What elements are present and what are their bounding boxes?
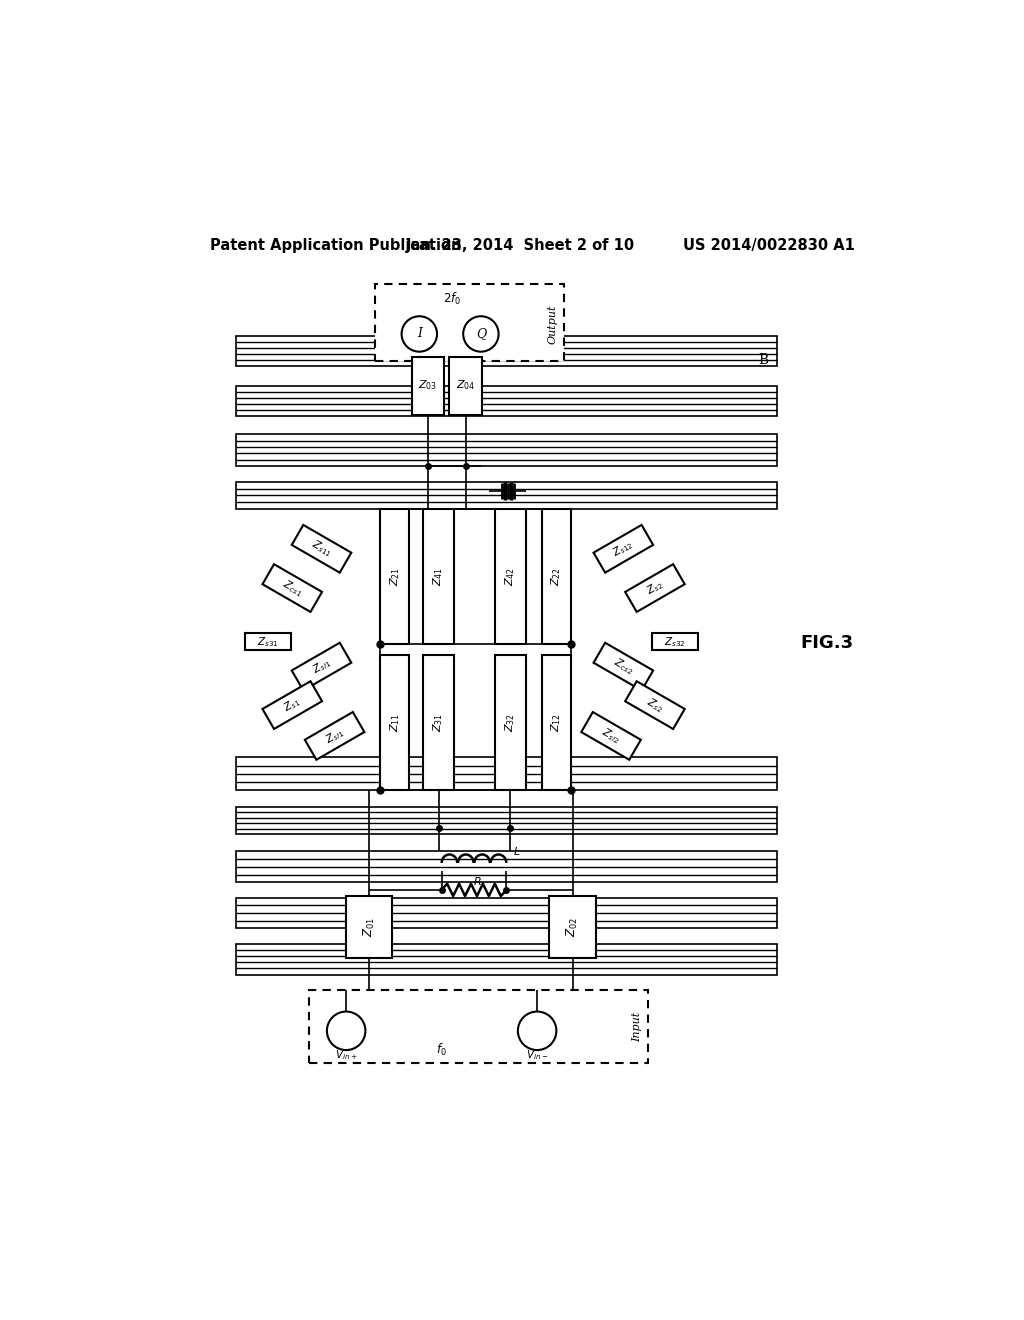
Polygon shape [625,564,685,612]
Text: FIG.3: FIG.3 [801,635,854,652]
Text: Input: Input [632,1011,642,1041]
Polygon shape [262,681,322,729]
Bar [346,896,392,958]
Text: $Z_{s12}$: $Z_{s12}$ [610,537,636,560]
Bar [237,434,777,466]
Text: $Z_{21}$: $Z_{21}$ [388,566,401,586]
Text: $Z_{s32}$: $Z_{s32}$ [665,635,686,649]
Text: Output: Output [548,304,557,343]
Text: $Z_{31}$: $Z_{31}$ [432,713,445,733]
Text: $Z_{12}$: $Z_{12}$ [550,713,563,731]
Text: $V_{in+}$: $V_{in+}$ [335,1048,357,1063]
Bar [495,655,525,789]
Polygon shape [594,525,653,573]
Bar [380,655,410,789]
Bar [309,990,648,1063]
Text: $Z_{cs1}$: $Z_{cs1}$ [280,577,305,599]
Text: $Z_{42}$: $Z_{42}$ [503,566,517,586]
Bar [423,508,454,644]
Polygon shape [625,681,685,729]
Bar [237,944,777,974]
Bar [237,807,777,834]
Text: Jan. 23, 2014  Sheet 2 of 10: Jan. 23, 2014 Sheet 2 of 10 [407,238,635,252]
Bar [376,284,564,360]
Bar [245,634,291,651]
Bar [495,508,525,644]
Text: $Z_{s2}$: $Z_{s2}$ [644,694,666,715]
Bar [237,851,777,882]
Bar [237,482,777,508]
Text: $Z_{sl1}$: $Z_{sl1}$ [310,656,333,677]
Bar [237,758,777,789]
Bar [423,655,454,789]
Text: I: I [417,327,422,341]
Bar [542,508,571,644]
Text: $2f_0$: $2f_0$ [443,292,462,308]
Text: $R$: $R$ [473,875,482,887]
Text: $Z_{s31}$: $Z_{s31}$ [257,635,279,649]
Bar [237,335,777,367]
Polygon shape [594,643,653,690]
Text: $Z_{s2}$: $Z_{s2}$ [644,578,666,598]
Bar [652,634,698,651]
Polygon shape [292,525,351,573]
Text: Patent Application Publication: Patent Application Publication [210,238,462,252]
Text: $Z_{41}$: $Z_{41}$ [432,566,445,586]
Text: $Z_{32}$: $Z_{32}$ [503,713,517,731]
Text: $Z_{03}$: $Z_{03}$ [418,379,437,392]
Text: US 2014/0022830 A1: US 2014/0022830 A1 [683,238,855,252]
Text: $Z_{sl1}$: $Z_{sl1}$ [323,725,346,747]
Text: $Z_{cs2}$: $Z_{cs2}$ [611,656,636,677]
Text: $Z_{s11}$: $Z_{s11}$ [308,537,335,560]
Bar [237,385,777,416]
Text: $Z_{02}$: $Z_{02}$ [565,917,580,937]
Text: $Z_{sl2}$: $Z_{sl2}$ [599,725,623,747]
Text: $Z_{s1}$: $Z_{s1}$ [282,694,303,715]
Text: $V_{in-}$: $V_{in-}$ [526,1048,548,1063]
Bar [237,898,777,928]
Text: $f_0$: $f_0$ [436,1041,447,1059]
Polygon shape [305,711,365,760]
Text: Q: Q [476,327,486,341]
Bar [412,358,444,414]
Text: $L$: $L$ [513,845,520,858]
Text: $Z_{22}$: $Z_{22}$ [550,566,563,586]
Polygon shape [292,643,351,690]
Polygon shape [582,711,641,760]
Bar [450,358,481,414]
Bar [380,508,410,644]
Polygon shape [262,564,322,612]
Bar [542,655,571,789]
Text: $Z_{04}$: $Z_{04}$ [456,379,475,392]
Text: $Z_{11}$: $Z_{11}$ [388,713,401,733]
Text: $Z_{01}$: $Z_{01}$ [361,917,377,937]
Text: B: B [758,354,768,367]
Bar [550,896,596,958]
